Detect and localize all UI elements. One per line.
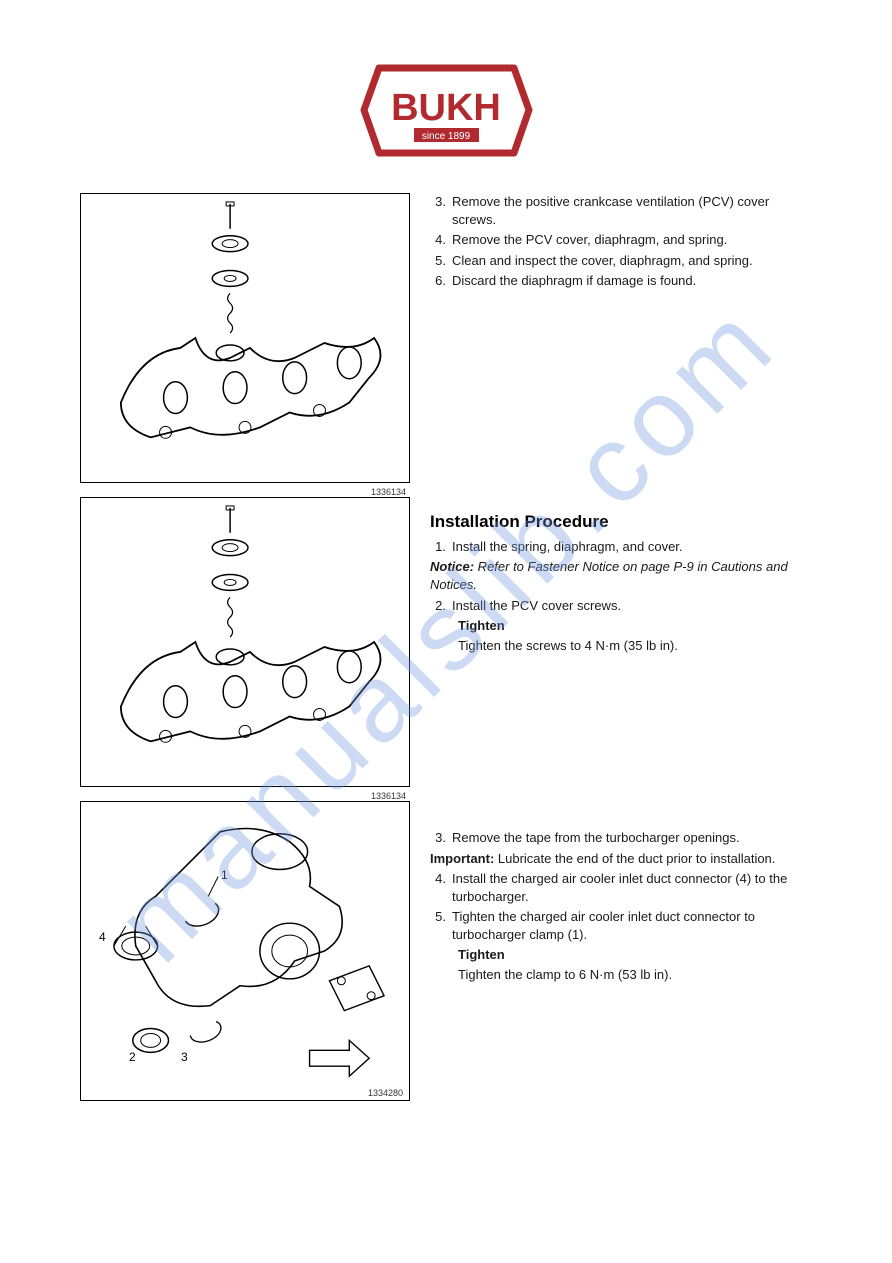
important-line: Important: Lubricate the end of the duct…	[430, 850, 812, 868]
figure-3-id: 1334280	[368, 1088, 403, 1098]
installation-block: Installation Procedure 1.Install the spr…	[430, 511, 812, 811]
step-number: 3.	[430, 193, 452, 228]
figures-column: 1336134	[80, 193, 410, 1101]
removal-step: 3.Remove the positive crankcase ventilat…	[430, 193, 812, 228]
figure-3-turbo-duct: 1 4 2 3 1334280	[80, 801, 410, 1101]
step-number: 6.	[430, 272, 452, 290]
step-text: Install the PCV cover screws.	[452, 597, 812, 615]
tighten-spec: Tighten the screws to 4 N·m (35 lb in).	[458, 637, 812, 655]
installation-cont-block: 3.Remove the tape from the turbocharger …	[430, 829, 812, 983]
step-number: 2.	[430, 597, 452, 615]
notice-line: Notice: Refer to Fastener Notice on page…	[430, 558, 812, 593]
step-number: 3.	[430, 829, 452, 847]
figure-1-pcv-exploded	[80, 193, 410, 483]
figure-2-pcv-exploded	[80, 497, 410, 787]
install-step: 5.Tighten the charged air cooler inlet d…	[430, 908, 812, 943]
step-number: 5.	[430, 908, 452, 943]
figure-2-id: 1336134	[371, 791, 406, 801]
notice-text: Refer to Fastener Notice on page P-9 in …	[430, 559, 788, 592]
tighten-heading: Tighten	[458, 946, 812, 964]
removal-step: 5.Clean and inspect the cover, diaphragm…	[430, 252, 812, 270]
step-text: Remove the PCV cover, diaphragm, and spr…	[452, 231, 812, 249]
install-step: 2.Install the PCV cover screws.	[430, 597, 812, 615]
callout-3: 3	[181, 1050, 188, 1064]
step-text: Remove the tape from the turbocharger op…	[452, 829, 812, 847]
step-number: 5.	[430, 252, 452, 270]
notice-label: Notice:	[430, 559, 474, 574]
step-text: Install the charged air cooler inlet duc…	[452, 870, 812, 905]
important-label: Important:	[430, 851, 494, 866]
brand-logo: BUKH since 1899	[359, 58, 534, 163]
removal-steps-block: 3.Remove the positive crankcase ventilat…	[430, 193, 812, 493]
step-number: 4.	[430, 231, 452, 249]
page-content: 1336134	[0, 193, 892, 1101]
install-step: 4.Install the charged air cooler inlet d…	[430, 870, 812, 905]
removal-step: 6.Discard the diaphragm if damage is fou…	[430, 272, 812, 290]
figure-1-id: 1336134	[371, 487, 406, 497]
step-number: 4.	[430, 870, 452, 905]
step-number: 1.	[430, 538, 452, 556]
callout-4: 4	[99, 930, 106, 944]
tighten-heading: Tighten	[458, 617, 812, 635]
step-text: Discard the diaphragm if damage is found…	[452, 272, 812, 290]
install-step: 3.Remove the tape from the turbocharger …	[430, 829, 812, 847]
removal-step: 4.Remove the PCV cover, diaphragm, and s…	[430, 231, 812, 249]
step-text: Tighten the charged air cooler inlet duc…	[452, 908, 812, 943]
svg-text:since 1899: since 1899	[421, 131, 470, 142]
logo-brand-text: BUKH	[391, 87, 501, 129]
callout-1: 1	[221, 868, 228, 882]
step-text: Install the spring, diaphragm, and cover…	[452, 538, 812, 556]
logo-container: BUKH since 1899	[0, 0, 892, 193]
installation-heading: Installation Procedure	[430, 511, 812, 534]
install-step: 1.Install the spring, diaphragm, and cov…	[430, 538, 812, 556]
tighten-spec: Tighten the clamp to 6 N·m (53 lb in).	[458, 966, 812, 984]
important-text: Lubricate the end of the duct prior to i…	[494, 851, 775, 866]
callout-2: 2	[129, 1050, 136, 1064]
step-text: Remove the positive crankcase ventilatio…	[452, 193, 812, 228]
step-text: Clean and inspect the cover, diaphragm, …	[452, 252, 812, 270]
instructions-column: 3.Remove the positive crankcase ventilat…	[430, 193, 812, 1101]
